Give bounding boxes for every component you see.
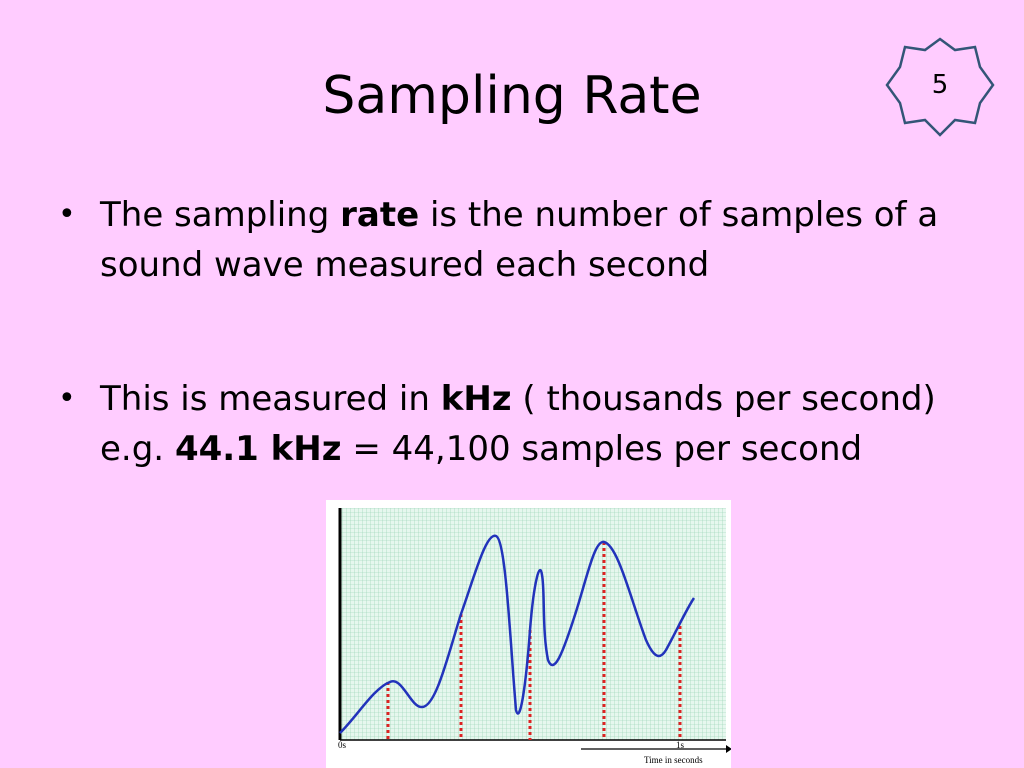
time-arrow-head [726, 745, 731, 753]
bullet-text: The sampling rate is the number of sampl… [100, 195, 938, 285]
x-start-label: 0s [338, 740, 347, 750]
sample-lines [386, 542, 682, 740]
bullet-list: • The sampling rate is the number of sam… [58, 190, 958, 474]
bullet-text: This is measured in kHz ( thousands per … [100, 379, 936, 469]
bullet-item: • This is measured in kHz ( thousands pe… [58, 374, 958, 474]
sampling-waveform-figure: 0s 1s Time in seconds [326, 500, 731, 768]
bold-term: 44.1 kHz [174, 429, 342, 469]
bullet-item: • The sampling rate is the number of sam… [58, 190, 958, 290]
waveform-graph: 0s 1s Time in seconds [338, 508, 731, 765]
slide-title: Sampling Rate [322, 66, 702, 126]
text-run: This is measured in [100, 379, 441, 419]
slide-number: 5 [931, 70, 949, 100]
time-axis-label: Time in seconds [644, 755, 703, 765]
grid-lines [340, 508, 726, 740]
bullet-dot: • [58, 197, 76, 232]
slide-number-badge [885, 37, 995, 137]
x-end-label: 1s [676, 740, 685, 750]
text-run: The sampling [100, 195, 341, 235]
bold-term: rate [340, 195, 420, 235]
bullet-dot: • [58, 381, 76, 416]
text-run: = 44,100 samples per second [341, 429, 863, 469]
text-run: ( thousands per second) e.g. [100, 379, 936, 469]
text-run: is the number of samples of a sound wave… [100, 195, 939, 285]
star-badge-shape [885, 37, 995, 137]
bold-term: kHz [440, 379, 512, 419]
sound-wave-curve [339, 534, 696, 734]
